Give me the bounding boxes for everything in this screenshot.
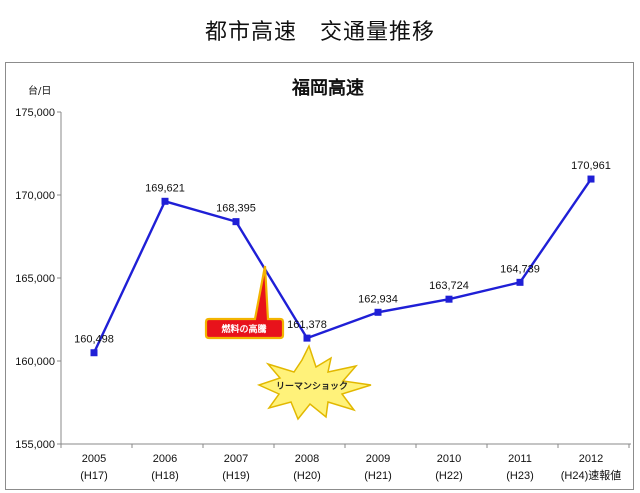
y-tick-label: 165,000	[15, 273, 55, 285]
y-ticks: 155,000 160,000 165,000 170,000 175,000	[15, 107, 61, 451]
data-label: 169,621	[145, 182, 185, 194]
data-labels: 160,498 169,621 168,395 161,378 162,934 163,7…	[74, 160, 611, 346]
series-layer	[90, 175, 595, 357]
x-tick-label: 2011	[508, 453, 532, 465]
chart-frame: 福岡高速 台/日 155,000 160,000 165,000 170,000 175…	[5, 62, 634, 490]
y-tick-label: 175,000	[15, 107, 55, 119]
y-tick-label: 155,000	[15, 439, 55, 451]
data-label: 170,961	[571, 160, 611, 172]
x-tick-label: 2009	[366, 453, 390, 465]
callout-text: 燃料の高騰	[221, 323, 267, 335]
data-label: 161,378	[287, 319, 327, 331]
x-tick-sublabel: (H17)	[80, 470, 108, 482]
x-ticks: 2005 (H17) 2006 (H18) 2007 (H19) 2008 (H20) 2009…	[60, 444, 630, 482]
x-tick-sublabel: (H22)	[435, 470, 463, 482]
fuel-price-callout: 燃料の高騰	[204, 265, 285, 340]
line-chart: 福岡高速 台/日 155,000 160,000 165,000 170,000 175…	[15, 77, 631, 482]
x-tick-sublabel: (H19)	[222, 470, 250, 482]
y-unit-label: 台/日	[28, 84, 51, 97]
series-line	[92, 178, 592, 354]
x-tick-label: 2010	[437, 453, 461, 465]
burst-shape	[256, 344, 372, 421]
x-tick-sublabel: (H23)	[506, 470, 534, 482]
page-title: 都市高速 交通量推移	[204, 20, 435, 45]
lehman-shock-callout: リーマンショック	[256, 344, 372, 421]
x-tick-label: 2007	[224, 453, 248, 465]
x-tick-label: 2006	[153, 453, 177, 465]
x-tick-label: 2005	[82, 453, 106, 465]
data-point	[516, 278, 524, 286]
data-point	[374, 308, 382, 316]
y-tick-label: 170,000	[15, 190, 55, 202]
data-label: 163,724	[429, 280, 469, 292]
x-tick-label: 2012	[579, 453, 603, 465]
data-label: 162,934	[358, 293, 398, 305]
burst-text: リーマンショック	[276, 381, 348, 392]
data-label: 168,395	[216, 203, 256, 215]
callout-shape	[204, 265, 285, 340]
data-label: 164,739	[500, 263, 540, 275]
data-point	[587, 175, 595, 183]
data-point	[232, 218, 240, 226]
x-tick-sublabel: (H24)速報値	[561, 469, 622, 482]
data-point	[303, 334, 311, 342]
x-tick-label: 2008	[295, 453, 319, 465]
data-label: 160,498	[74, 334, 114, 346]
data-point	[445, 295, 453, 303]
data-point	[161, 197, 169, 205]
chart-title: 福岡高速	[291, 77, 364, 99]
y-tick-label: 160,000	[15, 356, 55, 368]
x-tick-sublabel: (H20)	[293, 470, 321, 482]
x-tick-sublabel: (H21)	[364, 470, 392, 482]
data-point	[90, 349, 98, 357]
x-tick-sublabel: (H18)	[151, 470, 179, 482]
